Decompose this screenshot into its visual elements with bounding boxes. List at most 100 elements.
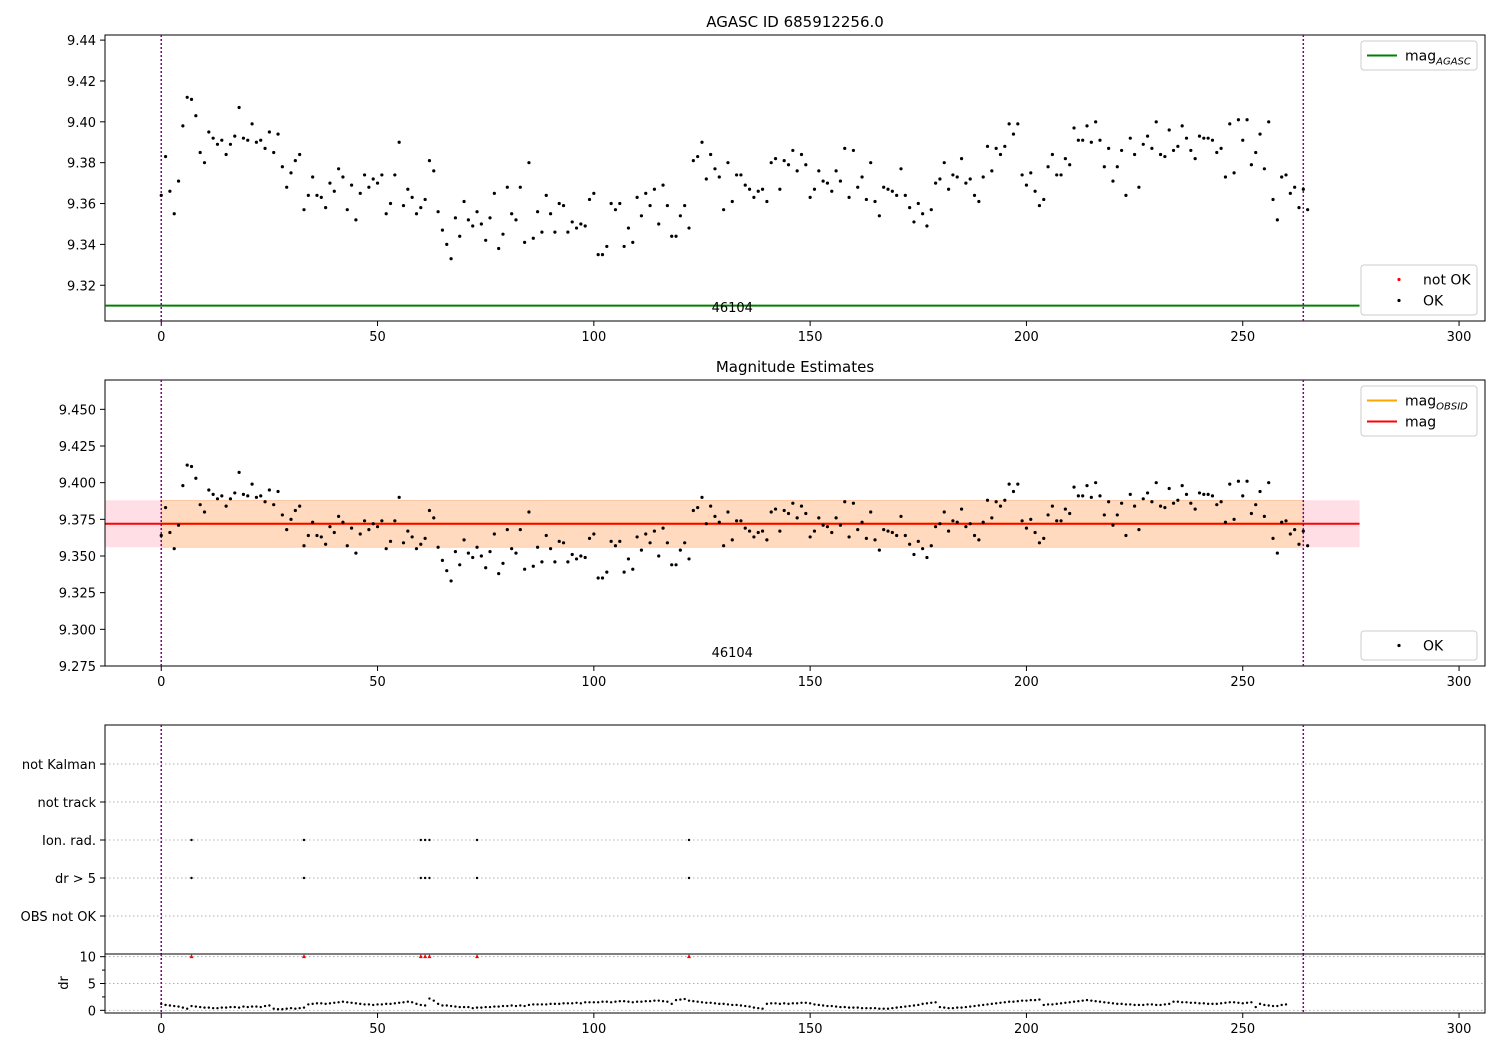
- dr-point: [1176, 1000, 1180, 1003]
- ok-point: [856, 528, 860, 532]
- ok-point: [1115, 513, 1119, 517]
- ok-point: [743, 183, 747, 187]
- ok-point: [1085, 124, 1089, 128]
- ok-point: [821, 179, 825, 183]
- ok-point: [384, 212, 388, 216]
- dr-point: [449, 1004, 453, 1008]
- y-tick-label: 9.300: [59, 623, 96, 638]
- dr-point: [930, 1001, 933, 1005]
- ok-point: [410, 535, 414, 539]
- flag-point: [190, 838, 193, 842]
- dr-point: [687, 999, 691, 1002]
- dr-point: [1012, 1000, 1015, 1003]
- ok-point: [1271, 536, 1275, 541]
- ok-point: [553, 560, 557, 564]
- dr-point: [1237, 1001, 1240, 1005]
- ok-point: [760, 187, 765, 191]
- ok-point: [998, 152, 1003, 157]
- ok-point: [1249, 511, 1253, 516]
- dr-point: [739, 1004, 743, 1007]
- dr-point: [246, 1005, 249, 1009]
- dr-point: [346, 1001, 349, 1004]
- ok-point: [237, 105, 241, 110]
- ok-point: [1297, 542, 1301, 546]
- x-tick-label: 200: [1014, 675, 1039, 690]
- ok-point: [159, 533, 163, 538]
- ok-point: [895, 193, 899, 197]
- ok-point: [380, 519, 384, 523]
- dr-point: [532, 1003, 535, 1006]
- ok-point: [432, 516, 436, 520]
- dr-point: [1211, 1002, 1214, 1006]
- ok-point: [311, 520, 315, 524]
- dr-point: [731, 1003, 734, 1007]
- ok-point: [1219, 500, 1223, 504]
- ok-point: [194, 114, 198, 118]
- flag-point: [423, 838, 427, 842]
- y-tick-label: 9.44: [67, 34, 96, 49]
- dr-point: [1090, 999, 1093, 1002]
- ok-point: [1258, 132, 1262, 136]
- ok-point: [211, 492, 215, 496]
- ok-point: [869, 161, 873, 165]
- dr-point: [800, 1001, 803, 1005]
- ok-point: [670, 563, 674, 567]
- dr-point: [415, 1002, 418, 1006]
- ok-point: [830, 530, 834, 535]
- dr-point: [1007, 1000, 1011, 1003]
- dr-point: [640, 1000, 643, 1003]
- dr-point: [445, 1004, 448, 1007]
- ok-point: [358, 191, 362, 195]
- y-tick-label: 9.375: [59, 513, 96, 528]
- ok-point: [631, 240, 635, 244]
- dr-outlier-marker: [687, 954, 692, 959]
- dr-point: [588, 1001, 591, 1004]
- ok-point: [1020, 173, 1024, 177]
- axes-frame: [104, 34, 1486, 322]
- ok-point: [912, 220, 916, 224]
- ok-point: [955, 175, 959, 179]
- ok-point: [497, 572, 501, 576]
- dr-point: [770, 1002, 773, 1005]
- dr-point: [389, 1002, 392, 1006]
- dr-point: [216, 1006, 219, 1010]
- ok-point: [773, 156, 778, 161]
- dr-point: [648, 1000, 652, 1003]
- ok-point: [882, 185, 886, 189]
- ok-point: [518, 185, 522, 189]
- dr-point: [860, 1006, 864, 1010]
- ok-point: [354, 218, 358, 222]
- ok-point: [1076, 494, 1080, 498]
- y-tick-label: 9.325: [59, 587, 96, 602]
- ok-point: [453, 216, 458, 220]
- legend-box: [1360, 630, 1478, 661]
- ok-point: [994, 146, 998, 150]
- ok-point: [959, 156, 964, 161]
- ok-point: [856, 185, 860, 189]
- ok-point: [341, 520, 345, 524]
- ok-point: [912, 552, 916, 557]
- dr-point: [925, 1002, 929, 1005]
- dr-point: [1180, 1001, 1184, 1004]
- ok-point: [531, 564, 535, 568]
- ok-point: [1141, 142, 1145, 146]
- ok-point: [570, 220, 574, 224]
- ok-point: [332, 530, 336, 535]
- ok-point: [583, 555, 587, 560]
- ok-point: [345, 208, 349, 212]
- ok-point: [1176, 144, 1180, 148]
- ok-point: [419, 206, 423, 210]
- ok-point: [254, 495, 259, 499]
- ok-point: [1254, 503, 1258, 507]
- dr-point: [307, 1003, 310, 1006]
- dr-point: [1120, 1002, 1123, 1006]
- dr-point: [1159, 1003, 1162, 1007]
- ok-point: [752, 535, 756, 539]
- dr-point: [359, 1002, 362, 1006]
- ok-point: [1055, 173, 1059, 177]
- dr-point: [467, 1005, 470, 1009]
- ok-point: [1293, 528, 1297, 532]
- dr-point: [320, 1002, 323, 1005]
- dr-point: [847, 1006, 851, 1009]
- dr-point: [506, 1004, 509, 1008]
